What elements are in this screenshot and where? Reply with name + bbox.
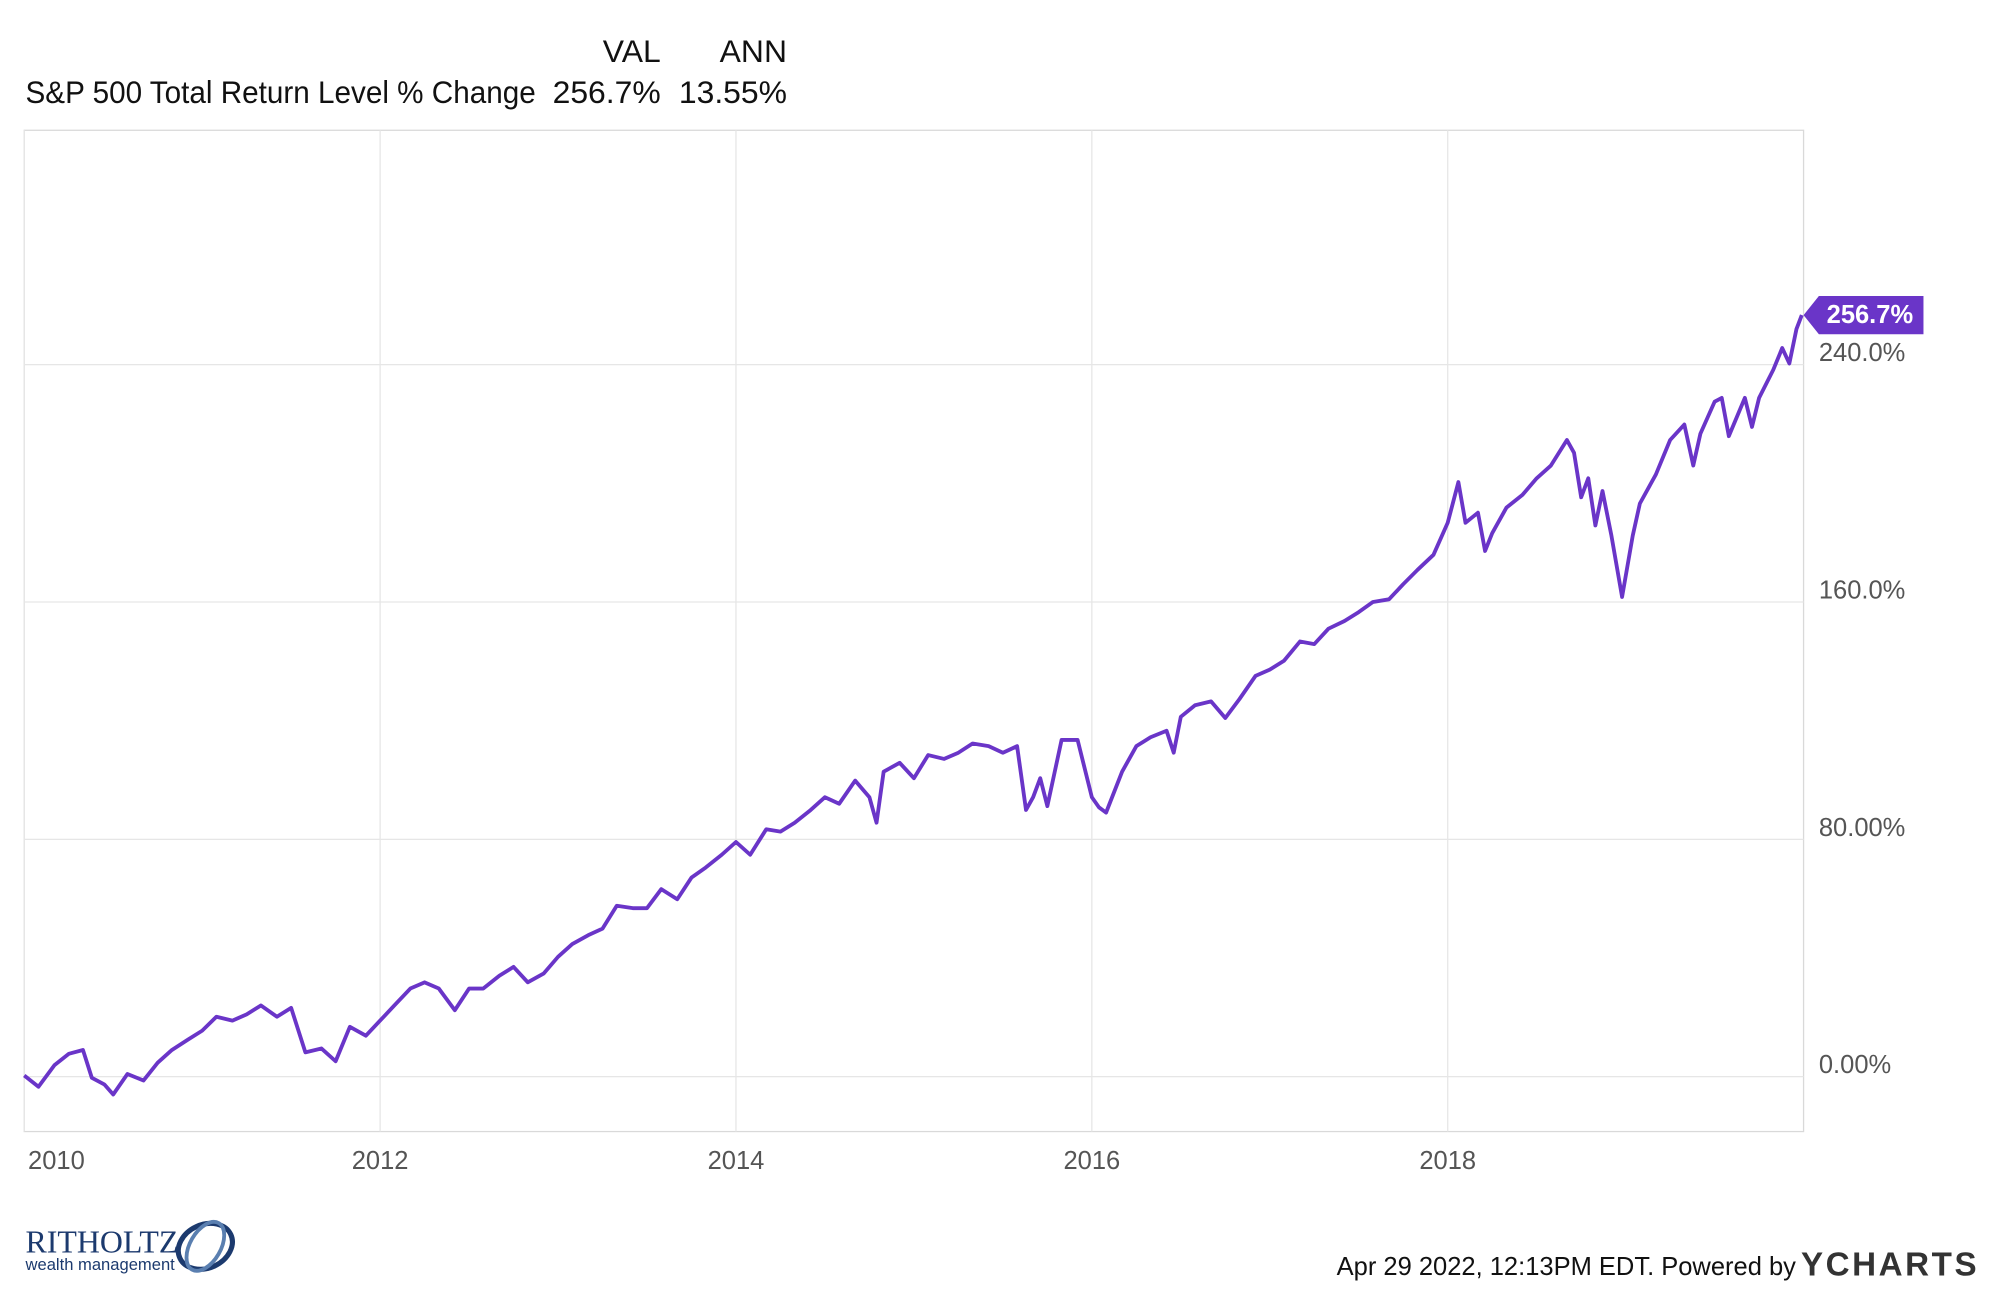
series-line: [23, 314, 1804, 1097]
logo-ring: [184, 1220, 227, 1273]
brand: YCHARTS: [1801, 1247, 1979, 1284]
grid: [23, 130, 1804, 1132]
y-tick-label: 160.0%: [1819, 577, 1906, 605]
x-tick-label: 2012: [352, 1147, 409, 1175]
ann-cell: 13.55%: [679, 74, 787, 110]
value-badge: [1803, 295, 1924, 335]
logo: RITHOLTZ wealth management: [25, 1220, 235, 1274]
logo-tagline: wealth management: [25, 1255, 176, 1274]
timestamp: Apr 29 2022, 12:13PM EDT. Powered by: [1337, 1253, 1797, 1281]
logo-name: RITHOLTZ: [26, 1224, 179, 1259]
plot-frame: [23, 129, 1805, 1133]
x-tick-label: 2014: [708, 1147, 765, 1175]
column-header: ANN: [720, 33, 787, 69]
column-header: VAL: [603, 33, 661, 69]
x-tick-label: 2010: [28, 1147, 85, 1175]
val-cell: 256.7%: [553, 74, 661, 110]
value-badge-label: 256.7%: [1827, 301, 1914, 329]
series-name: S&P 500 Total Return Level % Change: [26, 74, 536, 110]
x-tick-label: 2018: [1419, 1147, 1476, 1175]
y-tick-label: 0.00%: [1819, 1051, 1891, 1079]
legend-table: VAL ANN S&P 500 Total Return Level % Cha…: [26, 33, 787, 110]
x-tick-label: 2016: [1063, 1147, 1120, 1175]
y-tick-label: 80.00%: [1819, 814, 1906, 842]
logo-ring: [175, 1220, 235, 1272]
footer: Apr 29 2022, 12:13PM EDT. Powered by YCH…: [1337, 1247, 1979, 1284]
y-tick-label: 240.0%: [1819, 339, 1906, 367]
